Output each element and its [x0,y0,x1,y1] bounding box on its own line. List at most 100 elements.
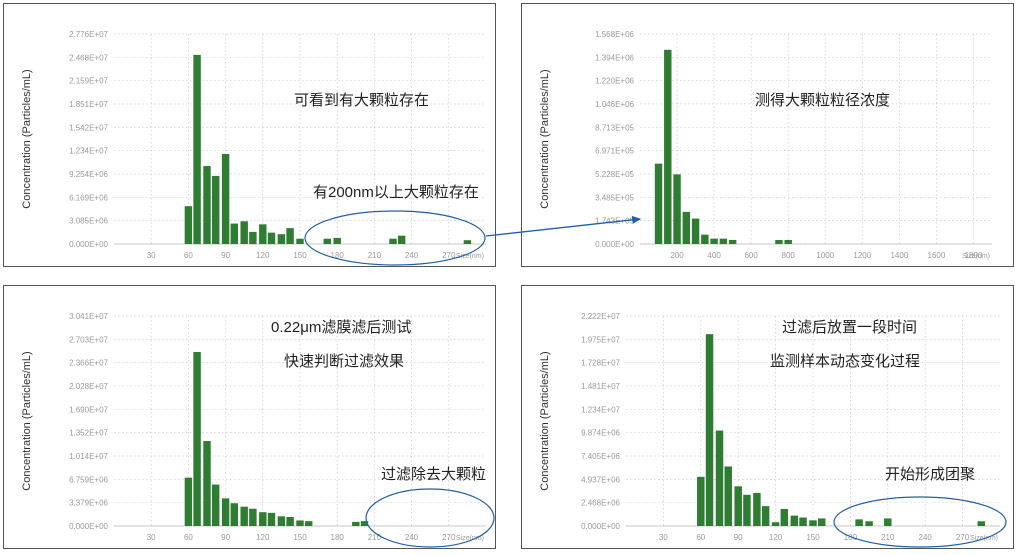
annotation-text: 过滤除去大颗粒 [381,466,486,483]
y-tick-label: 1.743E+05 [595,217,634,226]
bar [249,231,257,244]
x-tick-label: 210 [368,533,382,542]
y-tick-label: 1.394E+06 [595,53,634,62]
bar [673,174,681,244]
y-tick-label: 4.937E+06 [581,475,620,484]
chart-panel-top-right: 0.000E+00 1.743E+05 3.485E+05 5.228E+05 6.97… [521,3,1014,267]
y-tick-label: 2.776E+07 [69,30,108,39]
x-tick-label: 150 [293,533,307,542]
y-tick-label: 6.971E+05 [595,147,634,156]
x-tick-label: 1400 [890,251,908,260]
x-tick-label: 180 [844,533,858,542]
y-tick-label: 2.222E+07 [581,312,620,321]
bar [817,518,826,526]
x-tick-label: 210 [368,251,382,260]
x-tick-label: 1200 [853,251,871,260]
highlight-ellipse [304,210,486,266]
bar [463,240,472,244]
bar [184,206,193,244]
bar [761,506,770,526]
y-tick-label: 1.481E+07 [581,382,620,391]
y-tick-label: 2.703E+07 [69,335,108,344]
x-tick-label: 30 [147,533,156,542]
y-axis-label: Concentration (Particles/mL) [21,69,33,208]
chart-panel-bottom-right: 0.000E+00 2.468E+06 4.937E+06 7.405E+06 9.87… [521,285,1014,549]
bar [221,153,230,244]
x-tick-label: 60 [696,533,705,542]
y-tick-label: 2.366E+07 [69,359,108,368]
bar [267,512,276,526]
annotation-text: 监测样本动态变化过程 [770,353,920,370]
bar [743,494,751,526]
y-tick-label: 3.041E+07 [69,312,108,321]
bar [211,484,220,526]
y-tick-label: 0.000E+00 [595,240,634,249]
x-tick-label: 270 [442,251,456,260]
bar [855,519,863,526]
bar [259,512,267,526]
bar [211,175,220,244]
chart-top-left: 0.000E+00 3.085E+06 6.169E+06 9.254E+06 1.23… [21,30,486,266]
y-axis-label: Concentration (Particles/mL) [539,351,551,490]
annotation-text: 0.22μm滤膜滤后测试 [271,319,411,336]
bar [710,238,718,244]
x-tick-label: 150 [806,533,820,542]
y-tick-label: 6.169E+06 [69,193,108,202]
x-tick-label: 200 [670,251,684,260]
bar [286,517,294,526]
x-tick-label: 60 [184,533,193,542]
x-tick-label: 240 [405,251,419,260]
bar [240,221,248,244]
y-tick-label: 3.379E+06 [69,499,108,508]
chart-panel-top-left: 0.000E+00 3.085E+06 6.169E+06 9.254E+06 1.23… [3,3,496,267]
y-tick-label: 2.468E+06 [581,499,620,508]
y-tick-label: 1.851E+07 [69,100,108,109]
x-tick-label: 120 [256,533,270,542]
bar [193,351,201,526]
x-tick-label: 1000 [816,251,834,260]
x-axis-unit-label: Size(nm) [962,253,990,260]
x-tick-label: 800 [782,251,796,260]
bar [753,492,761,526]
bar [734,486,742,526]
bar [323,238,331,244]
x-tick-label: 210 [881,533,895,542]
bar [809,520,817,526]
x-tick-label: 180 [331,251,345,260]
bar [724,466,732,526]
x-tick-label: 400 [707,251,721,260]
bar [719,238,728,244]
y-tick-label: 7.405E+06 [581,452,620,461]
y-tick-label: 0.000E+00 [581,522,620,531]
bar [203,441,211,526]
bar [771,522,780,526]
bar [296,520,304,526]
x-tick-label: 240 [919,533,933,542]
x-tick-label: 1800 [965,251,983,260]
bar [865,521,873,526]
bar [296,238,304,244]
annotation-text: 开始形成团聚 [885,466,975,483]
bar [780,508,789,526]
y-tick-label: 1.352E+07 [69,429,108,438]
y-tick-label: 1.690E+07 [69,405,108,414]
y-tick-label: 0.000E+00 [69,522,108,531]
bar [277,234,286,244]
bar [784,239,792,244]
annotation-text: 过滤后放置一段时间 [782,319,917,336]
bar [884,518,892,526]
x-tick-label: 270 [442,533,456,542]
bar [277,516,286,526]
y-tick-label: 1.728E+07 [581,359,620,368]
bar [691,218,700,244]
chart-top-right: 0.000E+00 1.743E+05 3.485E+05 5.228E+05 6.97… [539,30,992,260]
y-tick-label: 1.046E+06 [595,100,634,109]
x-tick-label: 180 [331,533,345,542]
bar [304,521,313,526]
bar [799,517,807,526]
y-tick-label: 2.028E+07 [69,382,108,391]
y-tick-label: 0.000E+00 [69,240,108,249]
bar [286,228,294,244]
bar [184,477,193,526]
chart-panel-bottom-left: 0.000E+00 3.379E+06 6.759E+06 1.014E+07 1.35… [3,285,496,549]
